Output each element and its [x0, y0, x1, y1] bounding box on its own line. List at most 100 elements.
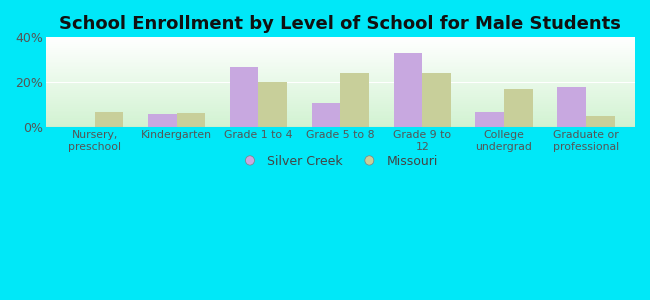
Bar — [46, 82, 635, 83]
Bar — [46, 47, 635, 48]
Bar — [586, 116, 614, 127]
Bar — [46, 64, 635, 65]
Bar — [46, 87, 635, 88]
Bar — [46, 112, 635, 113]
Bar — [46, 74, 635, 75]
Bar — [46, 80, 635, 81]
Bar — [46, 106, 635, 107]
Legend: Silver Creek, Missouri: Silver Creek, Missouri — [237, 150, 443, 173]
Bar — [393, 53, 422, 127]
Bar — [46, 97, 635, 98]
Bar — [46, 88, 635, 89]
Bar — [46, 105, 635, 106]
Bar — [46, 103, 635, 104]
Bar — [46, 107, 635, 108]
Bar — [557, 87, 586, 127]
Bar — [230, 67, 259, 127]
Bar — [46, 68, 635, 69]
Bar — [46, 56, 635, 57]
Bar — [46, 60, 635, 61]
Bar — [46, 96, 635, 97]
Bar — [46, 63, 635, 64]
Bar — [46, 126, 635, 127]
Bar — [46, 46, 635, 47]
Bar — [46, 121, 635, 122]
Bar — [504, 89, 533, 127]
Bar — [46, 41, 635, 42]
Bar — [46, 49, 635, 50]
Bar — [46, 65, 635, 66]
Bar — [46, 114, 635, 115]
Bar — [46, 81, 635, 82]
Bar — [46, 104, 635, 105]
Title: School Enrollment by Level of School for Male Students: School Enrollment by Level of School for… — [59, 15, 621, 33]
Bar — [422, 73, 451, 127]
Bar — [46, 39, 635, 40]
Bar — [46, 38, 635, 39]
Bar — [46, 102, 635, 103]
Bar — [46, 58, 635, 59]
Bar — [46, 57, 635, 58]
Bar — [46, 89, 635, 90]
Bar — [46, 53, 635, 54]
Bar — [177, 113, 205, 127]
Bar — [46, 113, 635, 114]
Bar — [46, 101, 635, 102]
Bar — [46, 95, 635, 96]
Bar — [46, 59, 635, 60]
Bar — [46, 123, 635, 124]
Bar — [46, 120, 635, 121]
Bar — [46, 125, 635, 126]
Bar — [46, 54, 635, 55]
Bar — [46, 92, 635, 93]
Bar — [46, 71, 635, 72]
Bar — [46, 51, 635, 52]
Bar — [46, 110, 635, 111]
Bar — [148, 114, 177, 127]
Bar — [46, 100, 635, 101]
Bar — [46, 75, 635, 76]
Bar — [46, 61, 635, 62]
Bar — [46, 37, 635, 38]
Bar — [46, 109, 635, 110]
Bar — [46, 66, 635, 67]
Bar — [46, 48, 635, 49]
Bar — [46, 116, 635, 117]
Bar — [46, 79, 635, 80]
Bar — [46, 73, 635, 74]
Bar — [46, 94, 635, 95]
Bar — [46, 70, 635, 71]
Bar — [475, 112, 504, 127]
Bar — [46, 111, 635, 112]
Bar — [46, 69, 635, 70]
Bar — [46, 108, 635, 109]
Bar — [46, 50, 635, 51]
Bar — [46, 40, 635, 41]
Bar — [46, 90, 635, 91]
Bar — [46, 67, 635, 68]
Bar — [46, 62, 635, 63]
Bar — [46, 86, 635, 87]
Bar — [259, 82, 287, 127]
Bar — [46, 55, 635, 56]
Bar — [46, 91, 635, 92]
Bar — [95, 112, 124, 127]
Bar — [46, 76, 635, 77]
Bar — [46, 115, 635, 116]
Bar — [46, 124, 635, 125]
Bar — [312, 103, 341, 127]
Bar — [46, 77, 635, 78]
Bar — [46, 118, 635, 119]
Bar — [46, 42, 635, 43]
Bar — [46, 93, 635, 94]
Bar — [46, 84, 635, 85]
Bar — [46, 85, 635, 86]
Bar — [46, 78, 635, 79]
Bar — [46, 44, 635, 45]
Bar — [341, 73, 369, 127]
Bar — [46, 52, 635, 53]
Bar — [46, 40, 635, 41]
Bar — [46, 119, 635, 120]
Bar — [46, 99, 635, 100]
Bar — [46, 122, 635, 123]
